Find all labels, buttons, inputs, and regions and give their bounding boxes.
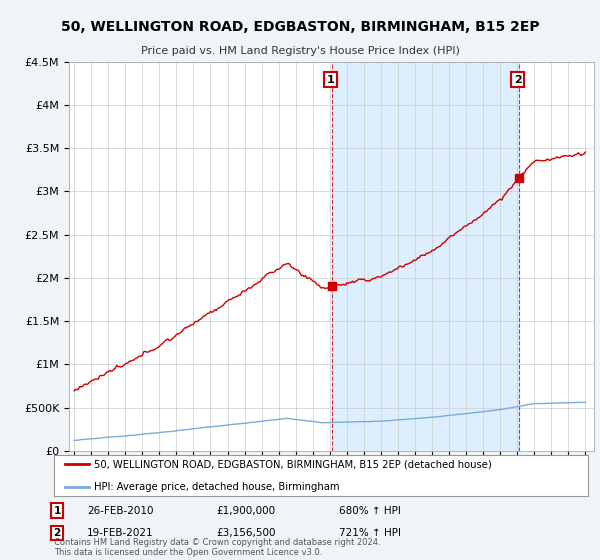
Text: 19-FEB-2021: 19-FEB-2021	[87, 528, 154, 538]
Text: 1: 1	[53, 506, 61, 516]
Text: 50, WELLINGTON ROAD, EDGBASTON, BIRMINGHAM, B15 2EP (detached house): 50, WELLINGTON ROAD, EDGBASTON, BIRMINGH…	[94, 459, 492, 469]
Text: 680% ↑ HPI: 680% ↑ HPI	[339, 506, 401, 516]
Text: HPI: Average price, detached house, Birmingham: HPI: Average price, detached house, Birm…	[94, 482, 340, 492]
Text: 721% ↑ HPI: 721% ↑ HPI	[339, 528, 401, 538]
Text: 2: 2	[514, 74, 521, 85]
Text: £1,900,000: £1,900,000	[216, 506, 275, 516]
Text: 1: 1	[327, 74, 335, 85]
Text: 50, WELLINGTON ROAD, EDGBASTON, BIRMINGHAM, B15 2EP: 50, WELLINGTON ROAD, EDGBASTON, BIRMINGH…	[61, 20, 539, 34]
Text: Contains HM Land Registry data © Crown copyright and database right 2024.
This d: Contains HM Land Registry data © Crown c…	[54, 538, 380, 557]
Text: Price paid vs. HM Land Registry's House Price Index (HPI): Price paid vs. HM Land Registry's House …	[140, 46, 460, 56]
Text: £3,156,500: £3,156,500	[216, 528, 275, 538]
Text: 2: 2	[53, 528, 61, 538]
Bar	[332, 62, 520, 451]
Text: 26-FEB-2010: 26-FEB-2010	[87, 506, 154, 516]
